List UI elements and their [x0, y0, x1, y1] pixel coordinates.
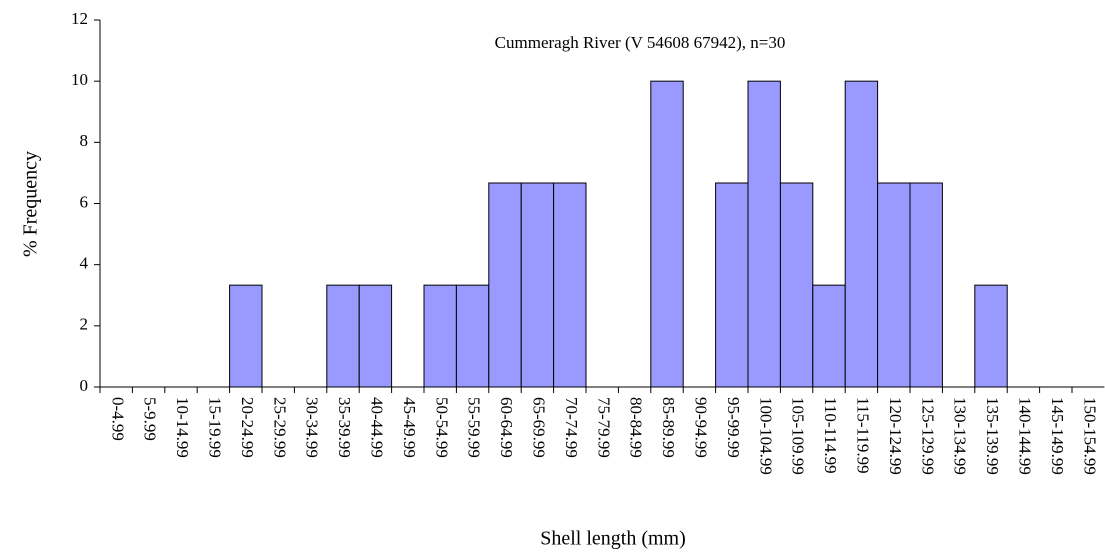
- x-tick-label: 150-154.99: [1080, 397, 1099, 475]
- bar: [909, 182, 943, 388]
- x-tick-label: 75-79.99: [594, 397, 613, 458]
- x-tick-label: 45-49.99: [400, 397, 419, 458]
- x-tick-label: 20-24.99: [238, 397, 257, 458]
- bar: [974, 284, 1008, 388]
- bar: [844, 80, 879, 388]
- x-tick-label: 60-64.99: [497, 397, 516, 458]
- y-axis-label: % Frequency: [20, 151, 42, 257]
- x-tick-label: 120-124.99: [886, 397, 905, 475]
- bar: [779, 182, 814, 388]
- x-tick-label: 35-39.99: [335, 397, 354, 458]
- x-tick-label: 145-149.99: [1048, 397, 1067, 475]
- x-tick-label: 85-89.99: [659, 397, 678, 458]
- x-axis-label: Shell length (mm): [540, 528, 686, 550]
- bar: [488, 182, 522, 388]
- y-tick-label: 10: [71, 70, 88, 89]
- bar: [358, 284, 393, 388]
- bar: [326, 284, 360, 388]
- y-tick-label: 12: [71, 9, 88, 28]
- x-tick-label: 30-34.99: [303, 397, 322, 458]
- chart-title: Cummeragh River (V 54608 67942), n=30: [495, 33, 786, 52]
- x-tick-label: 40-44.99: [367, 397, 386, 458]
- x-tick-label: 15-19.99: [205, 397, 224, 458]
- bar: [747, 80, 781, 388]
- x-tick-label: 25-29.99: [270, 397, 289, 458]
- y-tick-label: 0: [80, 376, 89, 395]
- bar: [229, 284, 263, 388]
- x-tick-label: 5-9.99: [141, 397, 160, 441]
- y-tick-label: 2: [80, 315, 89, 334]
- x-tick-label: 80-84.99: [627, 397, 646, 458]
- x-tick-label: 55-59.99: [465, 397, 484, 458]
- bar: [812, 284, 846, 388]
- bar: [423, 284, 457, 388]
- y-tick-label: 6: [80, 192, 89, 211]
- x-tick-label: 110-114.99: [821, 397, 840, 474]
- x-tick-label: 70-74.99: [562, 397, 581, 458]
- bar: [877, 182, 911, 388]
- x-tick-label: 90-94.99: [691, 397, 710, 458]
- x-tick-label: 115-119.99: [853, 397, 872, 474]
- x-tick-label: 130-134.99: [951, 397, 970, 475]
- x-tick-label: 65-69.99: [529, 397, 548, 458]
- bar: [455, 284, 490, 388]
- x-tick-label: 95-99.99: [724, 397, 743, 458]
- y-tick-label: 8: [80, 131, 89, 150]
- bar: [520, 182, 555, 388]
- x-tick-label: 105-109.99: [789, 397, 808, 475]
- x-tick-label: 125-129.99: [918, 397, 937, 475]
- x-tick-label: 10-14.99: [173, 397, 192, 458]
- x-tick-label: 140-144.99: [1015, 397, 1034, 475]
- bar: [650, 80, 684, 388]
- x-tick-label: 0-4.99: [108, 397, 127, 441]
- x-tick-label: 50-54.99: [432, 397, 451, 458]
- y-tick-label: 4: [80, 254, 89, 273]
- x-tick-label: 135-139.99: [983, 397, 1002, 475]
- bar: [715, 182, 749, 388]
- bar: [553, 182, 587, 388]
- x-tick-label: 100-104.99: [756, 397, 775, 475]
